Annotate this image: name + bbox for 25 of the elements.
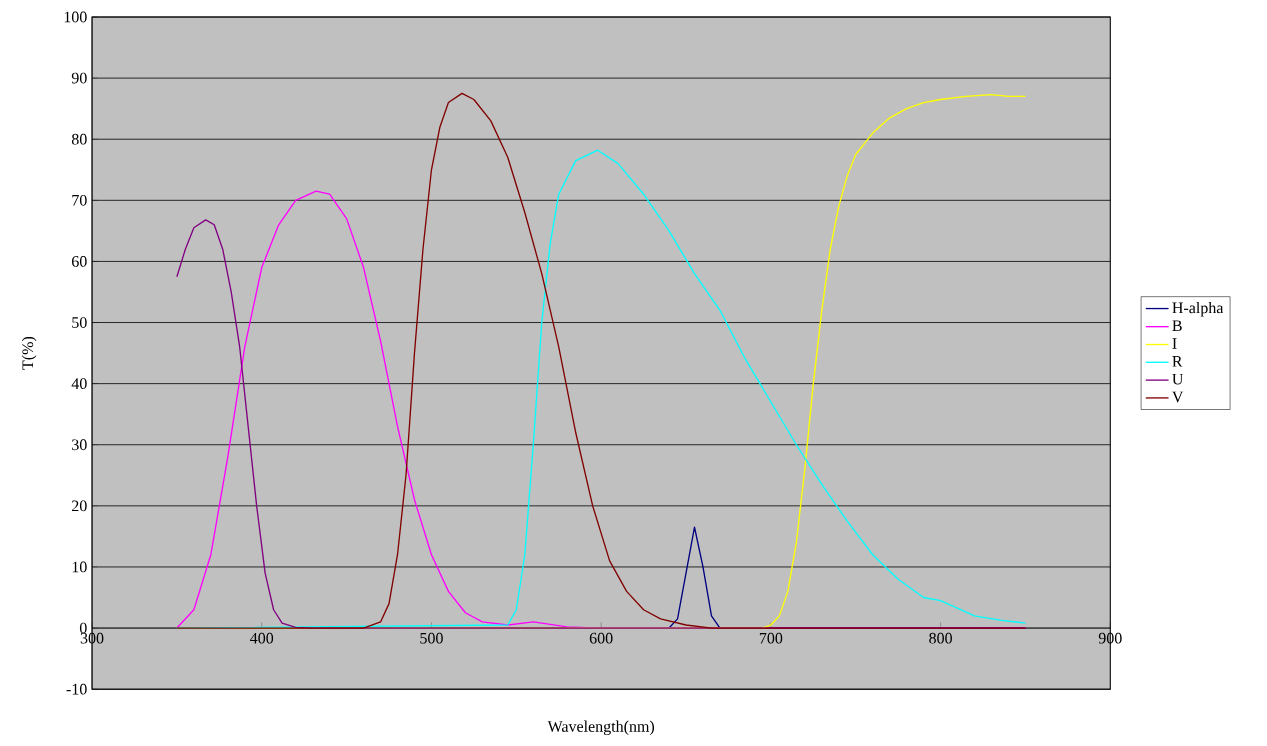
y-tick-label: 30	[72, 439, 87, 451]
y-tick-label: 20	[72, 500, 87, 512]
y-tick-label: 100	[64, 11, 87, 23]
y-axis-title: T(%)	[21, 336, 37, 370]
x-tick-label: 800	[929, 632, 952, 644]
y-tick-label: 0	[79, 622, 87, 634]
y-tick-label: 50	[72, 317, 87, 328]
x-tick-label: 600	[589, 632, 613, 644]
y-tick-label: 40	[71, 378, 87, 389]
y-tick-label: 80	[71, 133, 87, 145]
x-axis-title: Wavelength(nm)	[547, 720, 655, 736]
legend-label: V	[1172, 391, 1184, 403]
x-tick-label: 700	[759, 632, 783, 644]
legend-label: B	[1172, 320, 1182, 331]
y-tick-label: 10	[72, 561, 87, 573]
x-tick-label: 400	[250, 632, 274, 644]
legend-label: I	[1172, 338, 1177, 349]
legend-label: U	[1172, 373, 1184, 385]
y-tick-label: -10	[66, 683, 87, 695]
legend-label: H-alpha	[1172, 301, 1224, 317]
legend-label: R	[1172, 355, 1183, 367]
y-tick-label: 60	[72, 255, 87, 267]
y-tick-label: 70	[72, 194, 87, 206]
x-tick-label: 500	[420, 632, 443, 644]
y-tick-label: 90	[71, 72, 87, 84]
